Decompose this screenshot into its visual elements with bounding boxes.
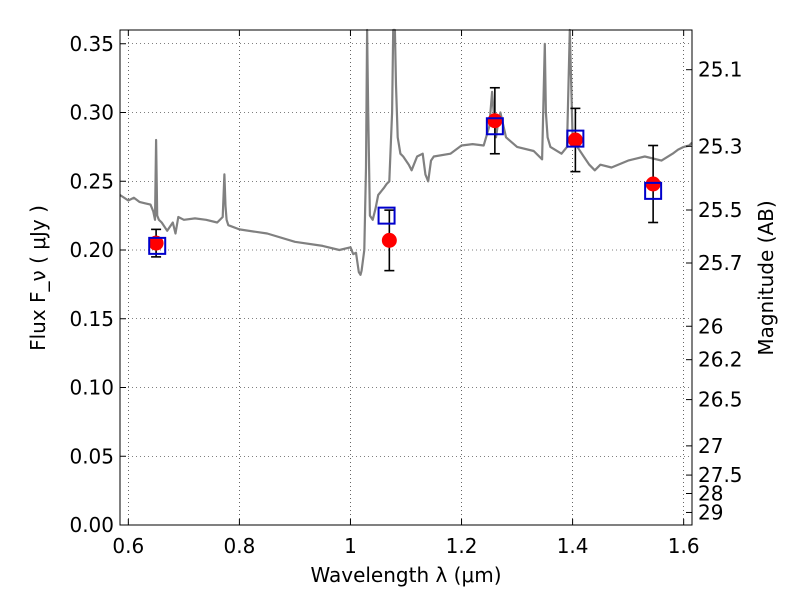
y-tick-label: 0.30	[69, 101, 114, 125]
observed-point	[645, 176, 661, 192]
x-tick-label: 1.6	[668, 534, 700, 558]
magnitude-tick-label: 26.2	[698, 348, 743, 372]
magnitude-tick-label: 26.5	[698, 388, 743, 412]
magnitude-tick-label: 25.7	[698, 251, 743, 275]
magnitude-tick-label: 25.5	[698, 198, 743, 222]
x-tick-label: 0.6	[112, 534, 144, 558]
y-axis-title-text: Flux F_ν ( μJy )	[26, 205, 50, 351]
x-axis-ticks: 0.6 0.8 1 1.2 1.4 1.6	[112, 30, 700, 558]
observed-point	[487, 113, 503, 129]
y-tick-label: 0.00	[69, 513, 114, 537]
y-tick-label: 0.35	[69, 32, 114, 56]
x-tick-label: 1.4	[557, 534, 589, 558]
plot-frame	[119, 29, 693, 526]
x-axis-title: Wavelength λ (μm)	[310, 563, 501, 587]
x-tick-label: 1.2	[446, 534, 478, 558]
spectrum-line	[119, 28, 693, 276]
y-tick-label: 0.10	[69, 376, 114, 400]
x-tick-label: 1	[344, 534, 357, 558]
observed-point	[567, 132, 583, 148]
magnitude-tick-label: 27	[698, 434, 723, 458]
magnitude-tick-label: 29	[698, 500, 723, 524]
model-photometry-points	[148, 117, 663, 255]
plot-background	[120, 30, 692, 525]
y-axis-ticks: 0.00 0.05 0.10 0.15 0.20 0.25 0.30 0.35	[69, 32, 126, 537]
magnitude-tick-label: 25.3	[698, 134, 743, 158]
observed-points	[148, 113, 661, 251]
observed-point	[381, 232, 397, 248]
y-tick-label: 0.15	[69, 307, 114, 331]
magnitude-tick-label: 28	[698, 482, 723, 506]
magnitude-axis-title: Magnitude (AB)	[754, 200, 778, 355]
y-tick-label: 0.05	[69, 444, 114, 468]
magnitude-tick-label: 27.5	[698, 463, 743, 487]
model-photometry-point	[148, 236, 167, 255]
model-photometry-point	[485, 117, 504, 136]
model-photometry-point	[377, 206, 396, 225]
x-tick-label: 0.8	[223, 534, 255, 558]
observed-point	[148, 235, 164, 251]
magnitude-tick-label: 25.1	[698, 58, 743, 82]
model-photometry-point	[566, 129, 585, 148]
model-photometry-point	[644, 181, 663, 200]
y-axis-title: Flux F_ν ( μJy )	[26, 205, 50, 351]
y-tick-label: 0.20	[69, 238, 114, 262]
y-tick-label: 0.25	[69, 169, 114, 193]
model-spectrum	[119, 28, 693, 276]
magnitude-tick-label: 26	[698, 314, 723, 338]
